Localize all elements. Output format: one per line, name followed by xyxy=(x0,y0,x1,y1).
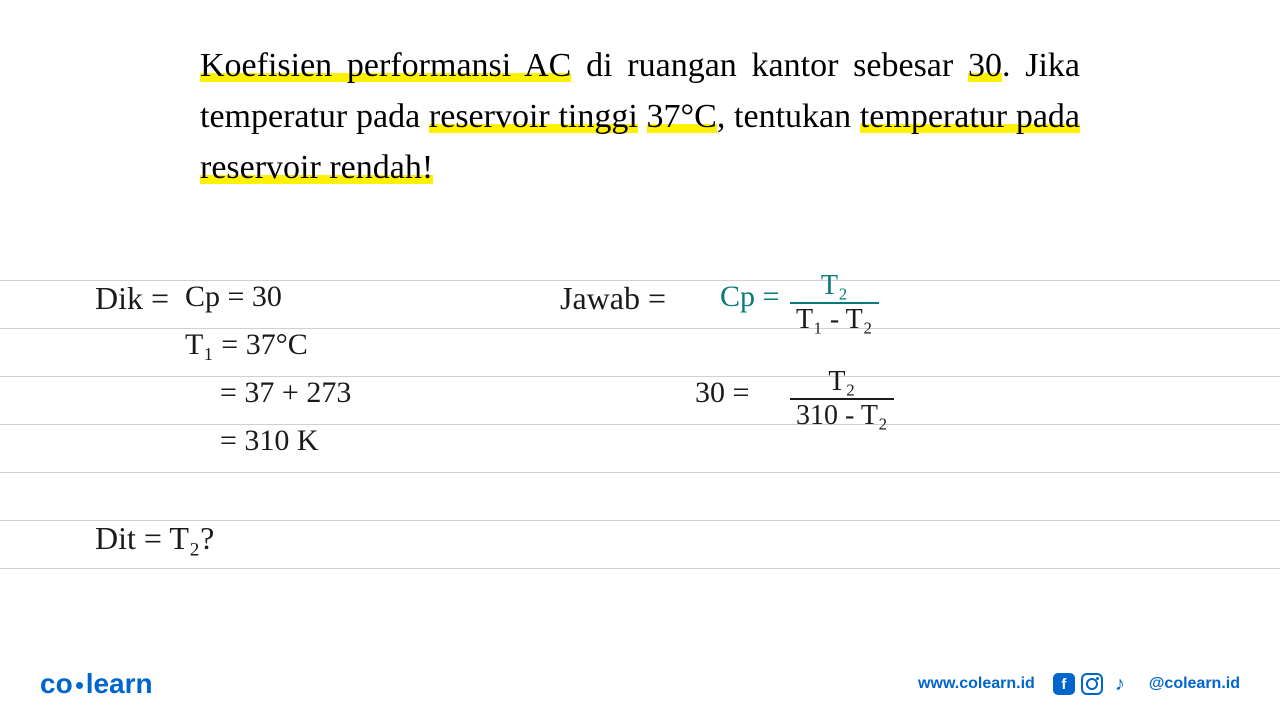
substitution-fraction: T₂ 310 - T₂ xyxy=(790,366,894,434)
t1-given: T₁ = 37°C xyxy=(185,328,308,362)
question-block: Koefisien performansi AC di ruangan kant… xyxy=(0,0,1280,193)
formula-denominator: T₁ - T₂ xyxy=(790,304,879,338)
footer-right: www.colearn.id f ♪ @colearn.id xyxy=(918,673,1240,695)
brand-logo: colearn xyxy=(40,668,153,700)
formula-lhs: Cp = xyxy=(720,280,779,314)
ruled-line xyxy=(0,424,1280,425)
cp-given: Cp = 30 xyxy=(185,280,282,314)
jawab-label: Jawab = xyxy=(560,280,666,317)
substitution-lhs: 30 = xyxy=(695,376,749,410)
footer: colearn www.colearn.id f ♪ @colearn.id xyxy=(0,668,1280,700)
sub-denominator: 310 - T₂ xyxy=(790,400,894,434)
instagram-icon xyxy=(1081,673,1103,695)
question-part-1: Koefisien performansi AC xyxy=(200,47,571,84)
logo-left: co xyxy=(40,668,73,699)
question-part-6 xyxy=(638,98,647,135)
question-part-3: 30 xyxy=(968,47,1002,84)
handwriting-area: Dik = Cp = 30 T₁ = 37°C = 37 + 273 = 310… xyxy=(0,260,1280,640)
ruled-line xyxy=(0,568,1280,569)
facebook-icon: f xyxy=(1053,673,1075,695)
question-text: Koefisien performansi AC di ruangan kant… xyxy=(200,40,1080,193)
ruled-line xyxy=(0,376,1280,377)
logo-dot-icon xyxy=(76,682,83,689)
dit-asked: Dit = T₂? xyxy=(95,520,214,557)
t1-conversion: = 37 + 273 xyxy=(220,376,351,410)
logo-right: learn xyxy=(86,668,153,699)
question-part-2: di ruangan kantor sebesar xyxy=(571,47,968,84)
footer-handle: @colearn.id xyxy=(1149,675,1240,693)
tiktok-icon: ♪ xyxy=(1109,673,1131,695)
formula-numerator: T₂ xyxy=(790,270,879,304)
dik-label: Dik = xyxy=(95,280,169,317)
ruled-line xyxy=(0,472,1280,473)
footer-url: www.colearn.id xyxy=(918,675,1035,693)
social-icons: f ♪ xyxy=(1053,673,1131,695)
sub-numerator: T₂ xyxy=(790,366,894,400)
question-part-8: , tentukan xyxy=(717,98,860,135)
question-part-5: reservoir tinggi xyxy=(429,98,638,135)
t1-kelvin: = 310 K xyxy=(220,424,319,458)
formula-fraction: T₂ T₁ - T₂ xyxy=(790,270,879,338)
question-part-7: 37°C xyxy=(647,98,717,135)
